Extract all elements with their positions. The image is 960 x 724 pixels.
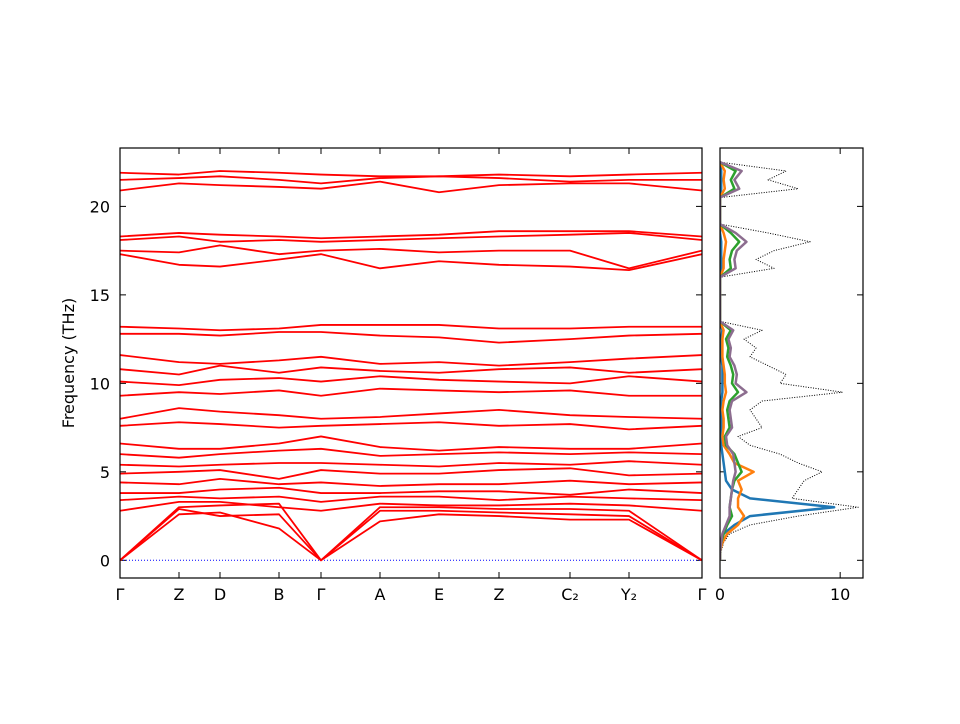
x-tick-label: A <box>375 585 386 604</box>
y-tick-label: 5 <box>100 463 110 482</box>
series-line <box>120 407 702 420</box>
x-tick-label: 10 <box>830 585 850 604</box>
x-tick-label: Y₂ <box>620 585 637 604</box>
series-line <box>120 175 702 185</box>
series-line <box>120 460 702 468</box>
x-tick-label: Z <box>494 585 505 604</box>
x-tick-label: D <box>214 585 226 604</box>
series-line <box>120 230 702 240</box>
series-line <box>120 435 702 452</box>
plot-frame <box>119 147 703 579</box>
y-tick-label: 20 <box>90 197 110 216</box>
series-line <box>120 364 702 376</box>
series-line <box>120 324 702 332</box>
series-line <box>120 421 702 431</box>
x-tick-label: B <box>274 585 285 604</box>
series-line <box>120 375 702 387</box>
series-line <box>120 180 702 194</box>
x-tick-label: Γ <box>698 585 707 604</box>
series-line <box>120 253 702 271</box>
series-line <box>120 508 702 562</box>
x-tick-label: C₂ <box>561 585 579 604</box>
series-line <box>120 244 702 270</box>
y-axis-label: Frequency (THz) <box>59 298 78 428</box>
series-line <box>120 387 702 397</box>
series-line <box>120 467 702 480</box>
series-line <box>120 478 702 487</box>
series-line <box>120 486 702 496</box>
series-line <box>120 232 702 243</box>
series-line <box>720 161 859 561</box>
series-line <box>120 495 702 503</box>
y-tick-label: 0 <box>100 551 110 570</box>
series-line <box>120 447 702 459</box>
series-line <box>120 170 702 178</box>
x-tick-label: Z <box>174 585 185 604</box>
series-line <box>720 161 748 561</box>
x-tick-label: E <box>434 585 444 604</box>
series-line <box>120 354 702 367</box>
plot-frame <box>719 147 864 579</box>
y-tick-label: 15 <box>90 286 110 305</box>
x-tick-label: Γ <box>317 585 326 604</box>
x-tick-label: 0 <box>715 585 725 604</box>
x-tick-label: Γ <box>116 585 125 604</box>
series-line <box>720 161 755 561</box>
series-line <box>120 502 702 562</box>
series-line <box>120 501 702 512</box>
y-tick-label: 10 <box>90 374 110 393</box>
series-line <box>120 331 702 344</box>
